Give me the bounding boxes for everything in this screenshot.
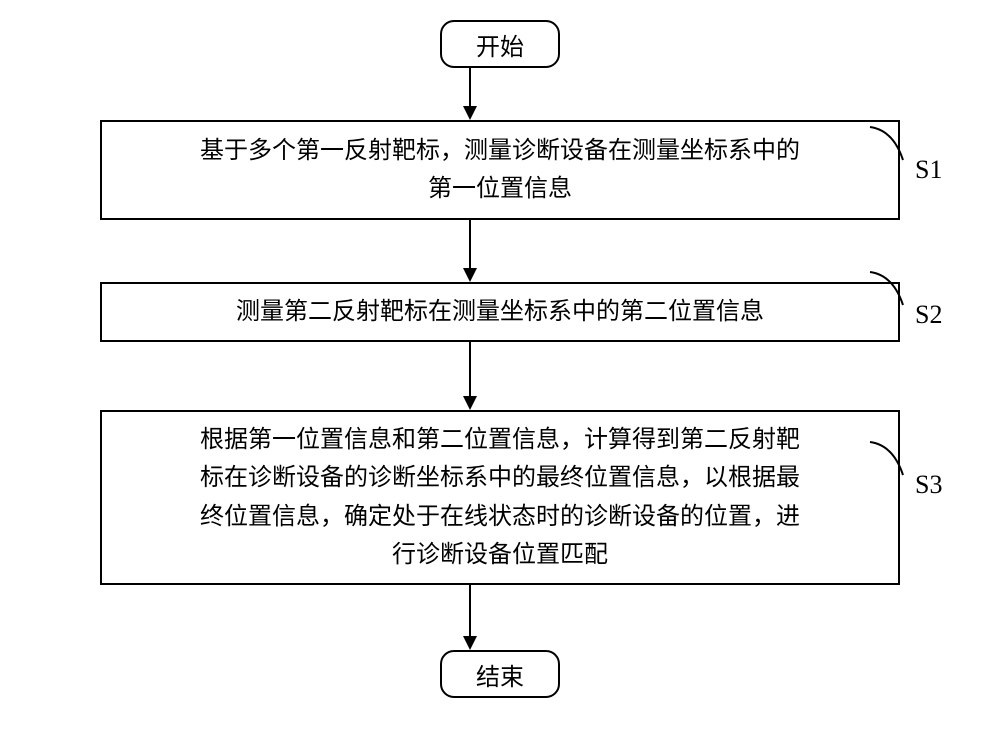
s2-text: 测量第二反射靶标在测量坐标系中的第二位置信息: [236, 293, 764, 331]
step-s1: 基于多个第一反射靶标，测量诊断设备在测量坐标系中的 第一位置信息: [100, 120, 900, 220]
start-label: 开始: [476, 27, 524, 62]
label-s3: S3: [915, 470, 942, 500]
label-s2: S2: [915, 300, 942, 330]
s1-text: 基于多个第一反射靶标，测量诊断设备在测量坐标系中的 第一位置信息: [200, 132, 800, 209]
label-s1: S1: [915, 155, 942, 185]
s3-text: 根据第一位置信息和第二位置信息，计算得到第二反射靶 标在诊断设备的诊断坐标系中的…: [200, 421, 800, 575]
step-s3: 根据第一位置信息和第二位置信息，计算得到第二反射靶 标在诊断设备的诊断坐标系中的…: [100, 410, 900, 585]
start-terminal: 开始: [440, 20, 560, 68]
end-terminal: 结束: [440, 650, 560, 698]
end-label: 结束: [476, 657, 524, 692]
step-s2: 测量第二反射靶标在测量坐标系中的第二位置信息: [100, 282, 900, 342]
arrow-start-s1: [70, 68, 930, 120]
arrow-s1-s2: [70, 220, 930, 282]
arrow-s3-end: [70, 585, 930, 650]
arrow-s2-s3: [70, 342, 930, 410]
